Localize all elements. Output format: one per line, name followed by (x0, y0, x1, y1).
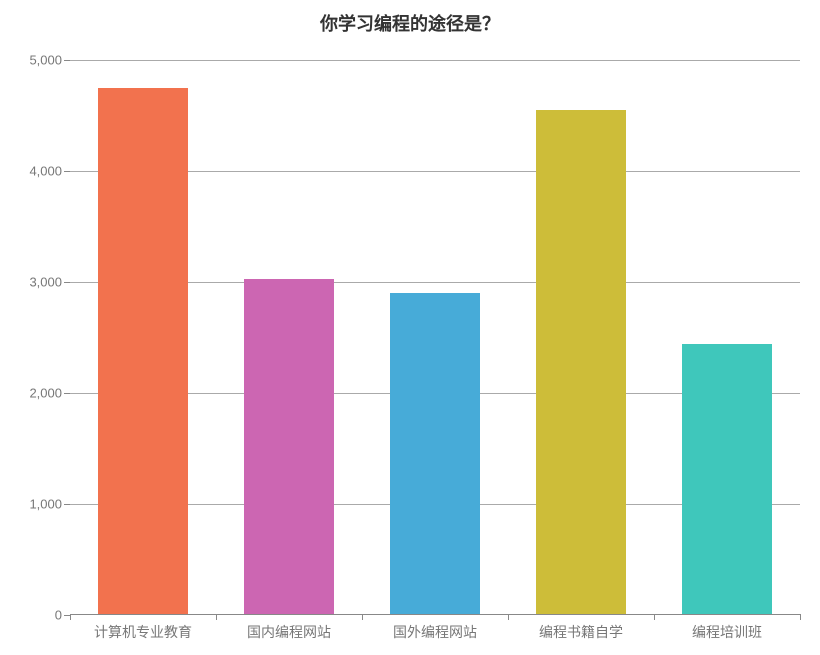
y-tick-label: 4,000 (29, 164, 62, 179)
y-tick-label: 5,000 (29, 53, 62, 68)
bar (244, 279, 335, 614)
x-tick-label: 国外编程网站 (393, 622, 477, 642)
x-tick-mark (508, 614, 509, 620)
y-tick-mark (64, 60, 70, 61)
gridline (70, 60, 800, 61)
chart-title: 你学习编程的途径是？ (0, 10, 820, 36)
y-tick-label: 3,000 (29, 275, 62, 290)
y-tick-mark (64, 393, 70, 394)
y-tick-mark (64, 171, 70, 172)
y-tick-label: 1,000 (29, 497, 62, 512)
x-tick-label: 计算机专业教育 (94, 622, 192, 642)
x-tick-label: 编程培训班 (692, 622, 762, 642)
plot-area: 01,0002,0003,0004,0005,000计算机专业教育国内编程网站国… (70, 60, 800, 615)
x-tick-mark (216, 614, 217, 620)
y-tick-mark (64, 504, 70, 505)
x-tick-mark (70, 614, 71, 620)
y-tick-label: 2,000 (29, 386, 62, 401)
x-tick-label: 编程书籍自学 (539, 622, 623, 642)
bar (536, 110, 627, 614)
bar (682, 344, 773, 614)
y-tick-mark (64, 282, 70, 283)
chart-area: 01,0002,0003,0004,0005,000计算机专业教育国内编程网站国… (70, 60, 800, 615)
y-tick-label: 0 (55, 608, 62, 623)
bar (98, 88, 189, 614)
x-tick-mark (362, 614, 363, 620)
x-tick-mark (800, 614, 801, 620)
x-tick-mark (654, 614, 655, 620)
x-tick-label: 国内编程网站 (247, 622, 331, 642)
bar (390, 293, 481, 614)
